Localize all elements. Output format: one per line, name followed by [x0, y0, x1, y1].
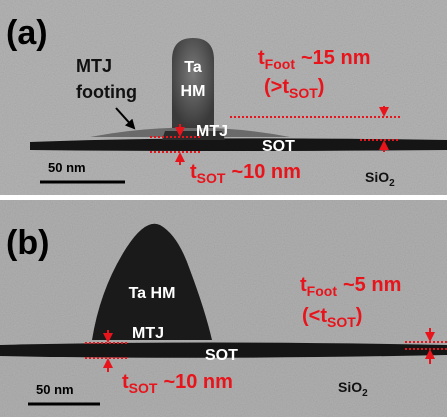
hm-label: Ta HM [129, 285, 176, 302]
subscript: SOT [129, 380, 158, 396]
scale-label: 50 nm [36, 382, 74, 397]
value: ~15 nm [301, 47, 370, 69]
page: (a) MTJ footing Ta HM tFoot~15 nm (>tSOT… [0, 0, 447, 417]
hm-label: HM [181, 83, 206, 100]
sot-label: SOT [262, 138, 295, 155]
subscript: SOT [289, 85, 318, 101]
subscript: SOT [197, 170, 226, 186]
figure: (a) MTJ footing Ta HM tFoot~15 nm (>tSOT… [0, 0, 447, 417]
subscript: Foot [265, 56, 296, 72]
subscript: 2 [362, 388, 368, 399]
value: ~10 nm [231, 161, 300, 183]
panel-a: (a) MTJ footing Ta HM tFoot~15 nm (>tSOT… [0, 0, 447, 195]
footing-label: footing [76, 82, 137, 102]
close: ) [318, 76, 325, 98]
subscript: 2 [389, 178, 395, 189]
open: (<t [302, 305, 327, 327]
panel-label: (b) [6, 224, 49, 262]
scale-label: 50 nm [48, 160, 86, 175]
mtj-label: MTJ [132, 325, 164, 342]
value: ~5 nm [343, 274, 401, 296]
close: ) [356, 305, 363, 327]
hm-label: Ta [184, 59, 202, 76]
value: ~10 nm [163, 371, 232, 393]
subscript: Foot [307, 283, 338, 299]
subscript: SOT [327, 314, 356, 330]
sot-label: SOT [205, 347, 238, 364]
mtj-label: MTJ [196, 123, 228, 140]
panel-label: (a) [6, 14, 48, 52]
base: SiO [338, 379, 362, 395]
base: SiO [365, 169, 389, 185]
open: (>t [264, 76, 289, 98]
footing-label: MTJ [76, 56, 112, 76]
panel-b: (b) Ta HM MTJ SOT tFoot~5 nm (<tSOT) tSO… [0, 200, 447, 417]
